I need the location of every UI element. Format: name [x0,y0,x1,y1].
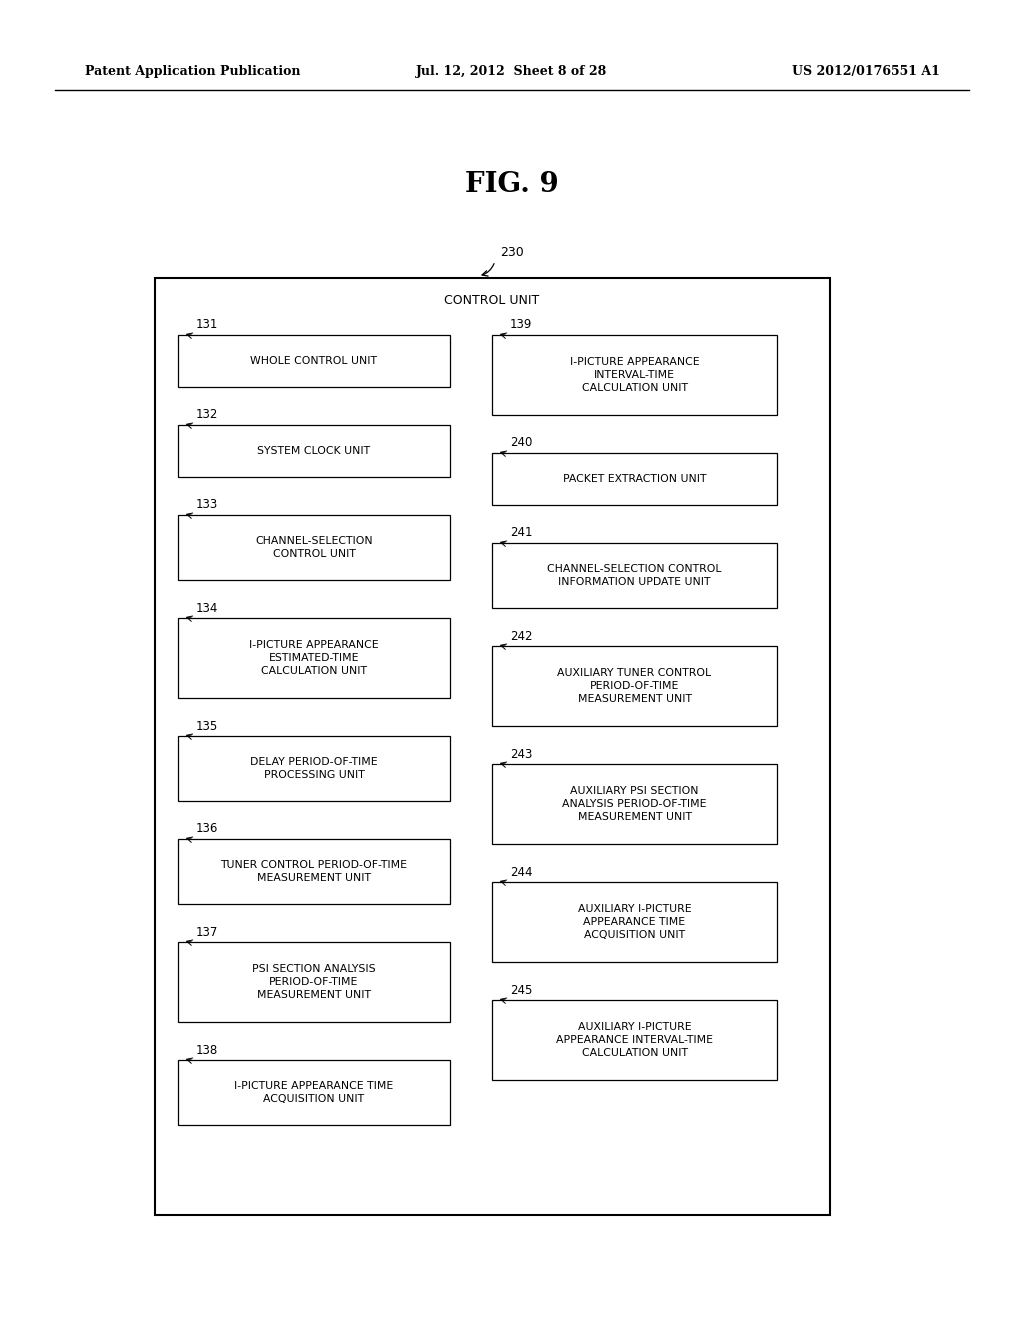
Text: SYSTEM CLOCK UNIT: SYSTEM CLOCK UNIT [257,446,371,455]
Text: Jul. 12, 2012  Sheet 8 of 28: Jul. 12, 2012 Sheet 8 of 28 [417,66,607,78]
Text: 243: 243 [510,747,532,760]
Bar [492,453,777,506]
Text: 134: 134 [196,602,218,615]
Text: I-PICTURE APPEARANCE
INTERVAL-TIME
CALCULATION UNIT: I-PICTURE APPEARANCE INTERVAL-TIME CALCU… [569,356,699,393]
Text: CONTROL UNIT: CONTROL UNIT [444,293,540,306]
Text: 131: 131 [196,318,218,331]
Bar [178,425,450,477]
Text: 230: 230 [500,246,523,259]
Text: 242: 242 [510,630,532,643]
Bar [492,335,777,414]
Text: PACKET EXTRACTION UNIT: PACKET EXTRACTION UNIT [563,474,707,484]
Text: US 2012/0176551 A1: US 2012/0176551 A1 [793,66,940,78]
Text: DELAY PERIOD-OF-TIME
PROCESSING UNIT: DELAY PERIOD-OF-TIME PROCESSING UNIT [250,756,378,780]
Bar [492,764,777,843]
Text: 139: 139 [510,318,532,331]
Bar [492,543,777,609]
Text: CHANNEL-SELECTION CONTROL
INFORMATION UPDATE UNIT: CHANNEL-SELECTION CONTROL INFORMATION UP… [547,564,722,587]
Text: AUXILIARY I-PICTURE
APPEARANCE INTERVAL-TIME
CALCULATION UNIT: AUXILIARY I-PICTURE APPEARANCE INTERVAL-… [556,1022,713,1059]
Bar [178,942,450,1022]
Bar [178,840,450,904]
Bar [178,618,450,698]
Bar [178,335,450,387]
Text: WHOLE CONTROL UNIT: WHOLE CONTROL UNIT [251,356,378,366]
Text: AUXILIARY PSI SECTION
ANALYSIS PERIOD-OF-TIME
MEASUREMENT UNIT: AUXILIARY PSI SECTION ANALYSIS PERIOD-OF… [562,785,707,822]
Bar [492,882,777,962]
Text: Patent Application Publication: Patent Application Publication [85,66,300,78]
Text: AUXILIARY I-PICTURE
APPEARANCE TIME
ACQUISITION UNIT: AUXILIARY I-PICTURE APPEARANCE TIME ACQU… [578,904,691,940]
Text: PSI SECTION ANALYSIS
PERIOD-OF-TIME
MEASUREMENT UNIT: PSI SECTION ANALYSIS PERIOD-OF-TIME MEAS… [252,964,376,1001]
Text: 245: 245 [510,983,532,997]
Text: I-PICTURE APPEARANCE
ESTIMATED-TIME
CALCULATION UNIT: I-PICTURE APPEARANCE ESTIMATED-TIME CALC… [249,640,379,676]
Text: CHANNEL-SELECTION
CONTROL UNIT: CHANNEL-SELECTION CONTROL UNIT [255,536,373,560]
Text: 244: 244 [510,866,532,879]
Text: 135: 135 [196,719,218,733]
Bar [155,279,830,1214]
Text: 133: 133 [196,499,218,511]
Text: 138: 138 [196,1044,218,1056]
Text: I-PICTURE APPEARANCE TIME
ACQUISITION UNIT: I-PICTURE APPEARANCE TIME ACQUISITION UN… [234,1081,393,1104]
Bar [178,1060,450,1125]
Bar [178,737,450,801]
Text: 241: 241 [510,527,532,540]
Text: 240: 240 [510,437,532,450]
Text: FIG. 9: FIG. 9 [465,172,559,198]
Bar [492,1001,777,1080]
Text: TUNER CONTROL PERIOD-OF-TIME
MEASUREMENT UNIT: TUNER CONTROL PERIOD-OF-TIME MEASUREMENT… [220,859,408,883]
Text: 137: 137 [196,925,218,939]
Text: AUXILIARY TUNER CONTROL
PERIOD-OF-TIME
MEASUREMENT UNIT: AUXILIARY TUNER CONTROL PERIOD-OF-TIME M… [557,668,712,704]
Text: 136: 136 [196,822,218,836]
Bar [178,515,450,579]
Text: 132: 132 [196,408,218,421]
Bar [492,645,777,726]
